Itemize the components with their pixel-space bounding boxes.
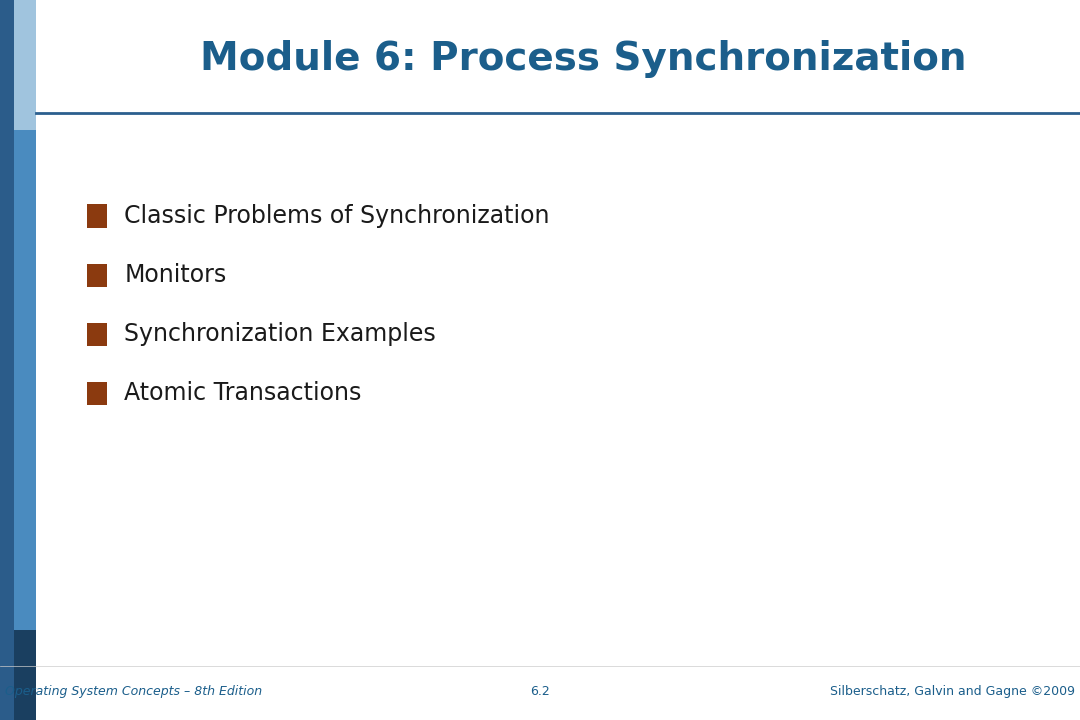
Text: 6.2: 6.2	[530, 685, 550, 698]
Bar	[0, 0, 14, 720]
Bar	[14, 0, 36, 130]
Text: Module 6: Process Synchronization: Module 6: Process Synchronization	[200, 40, 967, 78]
Text: Silberschatz, Galvin and Gagne ©2009: Silberschatz, Galvin and Gagne ©2009	[829, 685, 1075, 698]
Text: Classic Problems of Synchronization: Classic Problems of Synchronization	[124, 204, 550, 228]
Bar	[14, 630, 36, 720]
Bar	[87, 382, 107, 405]
Bar	[87, 264, 107, 287]
Text: Atomic Transactions: Atomic Transactions	[124, 381, 362, 405]
Bar	[87, 204, 107, 228]
Text: Operating System Concepts – 8th Edition: Operating System Concepts – 8th Edition	[5, 685, 262, 698]
Text: Synchronization Examples: Synchronization Examples	[124, 322, 436, 346]
Text: Monitors: Monitors	[124, 263, 227, 287]
Bar	[87, 323, 107, 346]
Bar	[36, 0, 1080, 112]
Bar	[14, 130, 36, 630]
